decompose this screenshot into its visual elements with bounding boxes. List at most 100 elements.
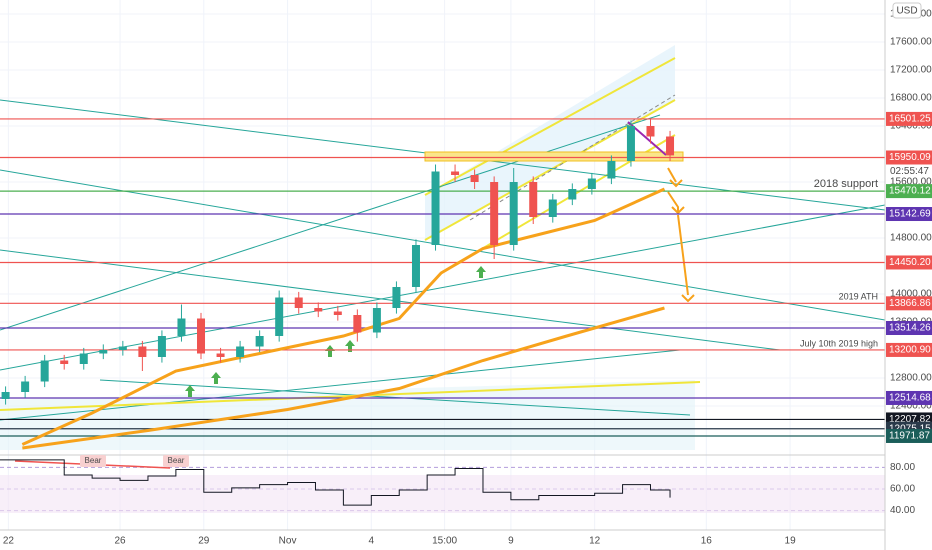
x-tick-label: 16 — [701, 536, 713, 547]
candle-body — [529, 182, 538, 217]
rsi-line — [0, 459, 671, 506]
channel-line — [424, 57, 676, 196]
bear-label: Bear — [168, 456, 185, 465]
level-label: 14450.20 — [889, 257, 931, 268]
level-label: 15470.12 — [889, 186, 931, 197]
x-tick-label: 22 — [3, 536, 15, 547]
x-tick-label: 29 — [198, 536, 210, 547]
level-label: 15142.69 — [889, 209, 931, 220]
candle-body — [646, 126, 655, 137]
candle-body — [509, 182, 518, 245]
level-label: 13200.90 — [889, 345, 931, 356]
annotation: July 10th 2019 high — [800, 338, 878, 348]
candle-body — [177, 318, 186, 336]
currency: USD — [896, 6, 917, 17]
bear-tag — [80, 455, 106, 467]
candle-body — [333, 311, 342, 315]
level-label: 11971.87 — [889, 431, 930, 442]
level-label: 12514.68 — [889, 393, 931, 404]
level-tag — [886, 150, 932, 165]
x-tick-label: 12 — [589, 536, 601, 547]
y-tick-label: 60.00 — [890, 484, 915, 495]
level-tag — [886, 184, 932, 199]
trend-line — [0, 381, 701, 411]
candle-body — [587, 178, 596, 189]
candle-body — [236, 346, 245, 357]
y-tick-label: 80.00 — [890, 462, 915, 473]
candle-body — [353, 315, 362, 333]
bear-tag — [163, 455, 189, 467]
candle-body — [118, 346, 127, 350]
x-tick-label: 4 — [369, 536, 375, 547]
y-tick-label: 16800.00 — [890, 93, 932, 104]
candle-body — [79, 353, 88, 364]
level-tag — [886, 207, 932, 222]
levels — [0, 118, 885, 437]
y-tick-label: 40.00 — [890, 505, 915, 516]
candle-body — [255, 336, 264, 347]
candle-body — [411, 245, 420, 287]
y-tick-label: 17600.00 — [890, 37, 932, 48]
candle-body — [40, 360, 49, 382]
y-tick-label: 17200.00 — [890, 65, 932, 76]
arrow-head — [669, 179, 695, 303]
candle-body — [607, 161, 616, 179]
candle-body — [99, 350, 108, 354]
candle-body — [275, 297, 284, 336]
buy-arrow — [185, 266, 486, 397]
level-label: 12207.82 — [889, 414, 931, 425]
y-tick-label: 14800.00 — [890, 233, 932, 244]
level-tag — [886, 111, 932, 126]
level-label: 12075.15 — [889, 423, 931, 434]
candle-body — [470, 175, 479, 182]
candle-body — [451, 171, 460, 175]
trend-line — [0, 114, 661, 331]
candle-body — [568, 189, 577, 200]
y-tick-label: 14000.00 — [890, 289, 932, 300]
x-tick-label: 15:00 — [432, 536, 457, 547]
trend-line — [0, 349, 681, 421]
level-tag — [886, 342, 932, 357]
level-tag — [886, 428, 932, 443]
annotation: 2019 ATH — [839, 291, 878, 301]
candle-body — [431, 171, 440, 245]
candle-body — [548, 199, 557, 217]
axes: 18000.0017600.0017200.0016800.0016400.00… — [3, 9, 932, 547]
plot — [1, 118, 675, 450]
trend-line — [0, 204, 886, 371]
y-tick-label: 12400.00 — [890, 401, 932, 412]
moving-average — [21, 187, 666, 446]
candle-body — [294, 297, 303, 308]
trend-line — [0, 169, 886, 321]
y-tick-label: 16400.00 — [890, 121, 932, 132]
y-tick-label: 12800.00 — [890, 373, 932, 384]
x-tick-label: 19 — [785, 536, 797, 547]
level-label: 16501.25 — [889, 114, 931, 125]
level-label: 13866.86 — [889, 298, 931, 309]
candle-body — [216, 353, 225, 357]
x-tick-label: 26 — [114, 536, 126, 547]
level-tag — [886, 321, 932, 336]
trend-line — [0, 249, 781, 351]
candle-body — [392, 287, 401, 308]
candle-body — [60, 360, 69, 364]
resistance-zone — [424, 151, 684, 162]
level-tag — [886, 255, 932, 270]
currency-box[interactable] — [892, 2, 922, 19]
level-tag — [886, 390, 932, 405]
candle-body — [157, 336, 166, 357]
candle-body — [1, 392, 10, 399]
candle-body — [314, 308, 323, 312]
bear-label: Bear — [85, 456, 102, 465]
y-tick-label: 15600.00 — [890, 177, 932, 188]
x-tick-label: 9 — [508, 536, 514, 547]
candle-body — [666, 136, 675, 156]
level-label: 15950.09 — [889, 152, 931, 163]
arrow — [667, 167, 689, 296]
candle-body — [490, 182, 499, 245]
moving-average — [22, 306, 665, 450]
candle-body — [197, 318, 206, 354]
candle-body — [372, 308, 381, 333]
